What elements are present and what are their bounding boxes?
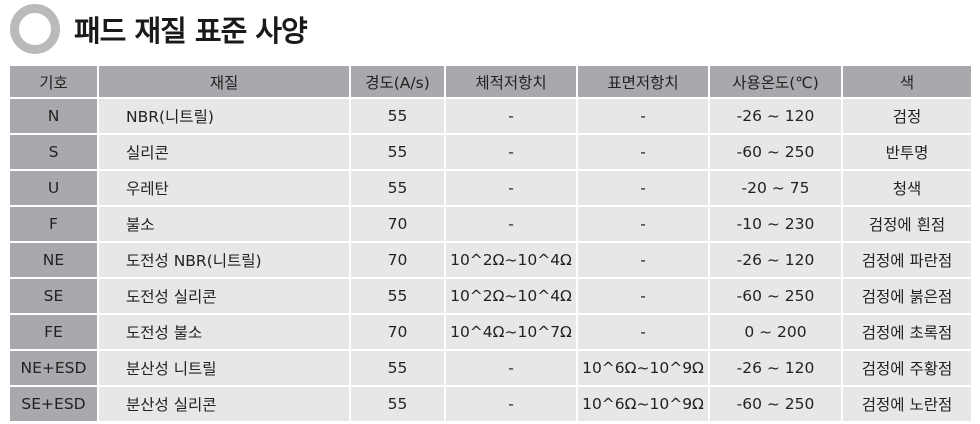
cell-color: 반투명 bbox=[843, 135, 971, 169]
title-block: 패드 재질 표준 사양 bbox=[10, 4, 308, 54]
ring-icon bbox=[10, 4, 60, 54]
cell-color: 검정에 초록점 bbox=[843, 315, 971, 349]
page-title: 패드 재질 표준 사양 bbox=[74, 14, 308, 48]
cell-material: 도전성 실리콘 bbox=[99, 279, 349, 313]
cell-operating-temp: 0 ~ 200 bbox=[710, 315, 841, 349]
cell-code: FE bbox=[10, 315, 97, 349]
cell-volume-resistance: - bbox=[446, 387, 576, 421]
table-row: F 불소 70- - -10 ~ 230 검정에 흰점 bbox=[10, 207, 971, 241]
cell-surface-resistance: - bbox=[578, 279, 708, 313]
cell-surface-resistance: 10^6Ω~10^9Ω bbox=[578, 387, 708, 421]
cell-hardness: 55 bbox=[351, 351, 444, 385]
cell-operating-temp: -60 ~ 250 bbox=[710, 279, 841, 313]
cell-color: 검정에 붉은점 bbox=[843, 279, 971, 313]
table-row: S 실리콘 55- - -60 ~ 250 반투명 bbox=[10, 135, 971, 169]
pad-material-spec-table: 기호 재질 경도(A/s) 체적저항치 표면저항치 사용온도(℃) 색 N NBR(니트릴) 5… bbox=[8, 64, 973, 423]
table-row: U 우레탄 55- - -20 ~ 75 청색 bbox=[10, 171, 971, 205]
cell-code: N bbox=[10, 99, 97, 133]
header-material: 재질 bbox=[99, 66, 349, 97]
cell-color: 청색 bbox=[843, 171, 971, 205]
cell-volume-resistance: 10^4Ω~10^7Ω bbox=[446, 315, 576, 349]
cell-code: S bbox=[10, 135, 97, 169]
cell-operating-temp: -10 ~ 230 bbox=[710, 207, 841, 241]
cell-material: 분산성 니트릴 bbox=[99, 351, 349, 385]
cell-volume-resistance: - bbox=[446, 171, 576, 205]
cell-volume-resistance: - bbox=[446, 99, 576, 133]
cell-surface-resistance: 10^6Ω~10^9Ω bbox=[578, 351, 708, 385]
cell-operating-temp: -26 ~ 120 bbox=[710, 243, 841, 277]
cell-color: 검정에 주황점 bbox=[843, 351, 971, 385]
cell-hardness: 55 bbox=[351, 387, 444, 421]
header-volume-resistance: 체적저항치 bbox=[446, 66, 576, 97]
cell-code: NE+ESD bbox=[10, 351, 97, 385]
table-row: NE+ESD 분산성 니트릴 55-10^6Ω~10^9Ω -26 ~ 120 검정에 … bbox=[10, 351, 971, 385]
header-code: 기호 bbox=[10, 66, 97, 97]
cell-hardness: 70 bbox=[351, 243, 444, 277]
cell-hardness: 55 bbox=[351, 99, 444, 133]
cell-hardness: 55 bbox=[351, 279, 444, 313]
cell-material: NBR(니트릴) bbox=[99, 99, 349, 133]
cell-color: 검정에 파란점 bbox=[843, 243, 971, 277]
table-row: N NBR(니트릴) 55- - -26 ~ 120 검정 bbox=[10, 99, 971, 133]
table-row: SE 도전성 실리콘 55 10^2Ω~10^4Ω - -60 ~ 250 검정에 붉은점 bbox=[10, 279, 971, 313]
cell-volume-resistance: - bbox=[446, 207, 576, 241]
cell-material: 도전성 불소 bbox=[99, 315, 349, 349]
cell-operating-temp: -26 ~ 120 bbox=[710, 351, 841, 385]
cell-surface-resistance: - bbox=[578, 171, 708, 205]
cell-code: SE+ESD bbox=[10, 387, 97, 421]
cell-color: 검정에 노란점 bbox=[843, 387, 971, 421]
header-hardness: 경도(A/s) bbox=[351, 66, 444, 97]
cell-code: F bbox=[10, 207, 97, 241]
cell-volume-resistance: - bbox=[446, 135, 576, 169]
table-row: FE 도전성 불소 70 10^4Ω~10^7Ω -0 ~ 200 검정에 초록점 bbox=[10, 315, 971, 349]
cell-material: 실리콘 bbox=[99, 135, 349, 169]
cell-operating-temp: -20 ~ 75 bbox=[710, 171, 841, 205]
cell-operating-temp: -26 ~ 120 bbox=[710, 99, 841, 133]
cell-volume-resistance: 10^2Ω~10^4Ω bbox=[446, 279, 576, 313]
header-color: 색 bbox=[843, 66, 971, 97]
cell-operating-temp: -60 ~ 250 bbox=[710, 135, 841, 169]
cell-hardness: 55 bbox=[351, 171, 444, 205]
header-surface-resistance: 표면저항치 bbox=[578, 66, 708, 97]
cell-code: NE bbox=[10, 243, 97, 277]
cell-hardness: 70 bbox=[351, 207, 444, 241]
cell-material: 분산성 실리콘 bbox=[99, 387, 349, 421]
cell-code: U bbox=[10, 171, 97, 205]
cell-surface-resistance: - bbox=[578, 207, 708, 241]
cell-surface-resistance: - bbox=[578, 243, 708, 277]
header-operating-temp: 사용온도(℃) bbox=[710, 66, 841, 97]
cell-material: 불소 bbox=[99, 207, 349, 241]
table-row: SE+ESD 분산성 실리콘 55-10^6Ω~10^9Ω -60 ~ 250 검정에 … bbox=[10, 387, 971, 421]
cell-surface-resistance: - bbox=[578, 135, 708, 169]
cell-material: 우레탄 bbox=[99, 171, 349, 205]
cell-hardness: 55 bbox=[351, 135, 444, 169]
cell-operating-temp: -60 ~ 250 bbox=[710, 387, 841, 421]
cell-code: SE bbox=[10, 279, 97, 313]
cell-hardness: 70 bbox=[351, 315, 444, 349]
cell-surface-resistance: - bbox=[578, 99, 708, 133]
table-header-row: 기호 재질 경도(A/s) 체적저항치 표면저항치 사용온도(℃) 색 bbox=[10, 66, 971, 97]
cell-volume-resistance: 10^2Ω~10^4Ω bbox=[446, 243, 576, 277]
cell-surface-resistance: - bbox=[578, 315, 708, 349]
cell-color: 검정 bbox=[843, 99, 971, 133]
cell-material: 도전성 NBR(니트릴) bbox=[99, 243, 349, 277]
cell-color: 검정에 흰점 bbox=[843, 207, 971, 241]
cell-volume-resistance: - bbox=[446, 351, 576, 385]
table-row: NE 도전성 NBR(니트릴) 70 10^2Ω~10^4Ω - -26 ~ 120 검정에… bbox=[10, 243, 971, 277]
